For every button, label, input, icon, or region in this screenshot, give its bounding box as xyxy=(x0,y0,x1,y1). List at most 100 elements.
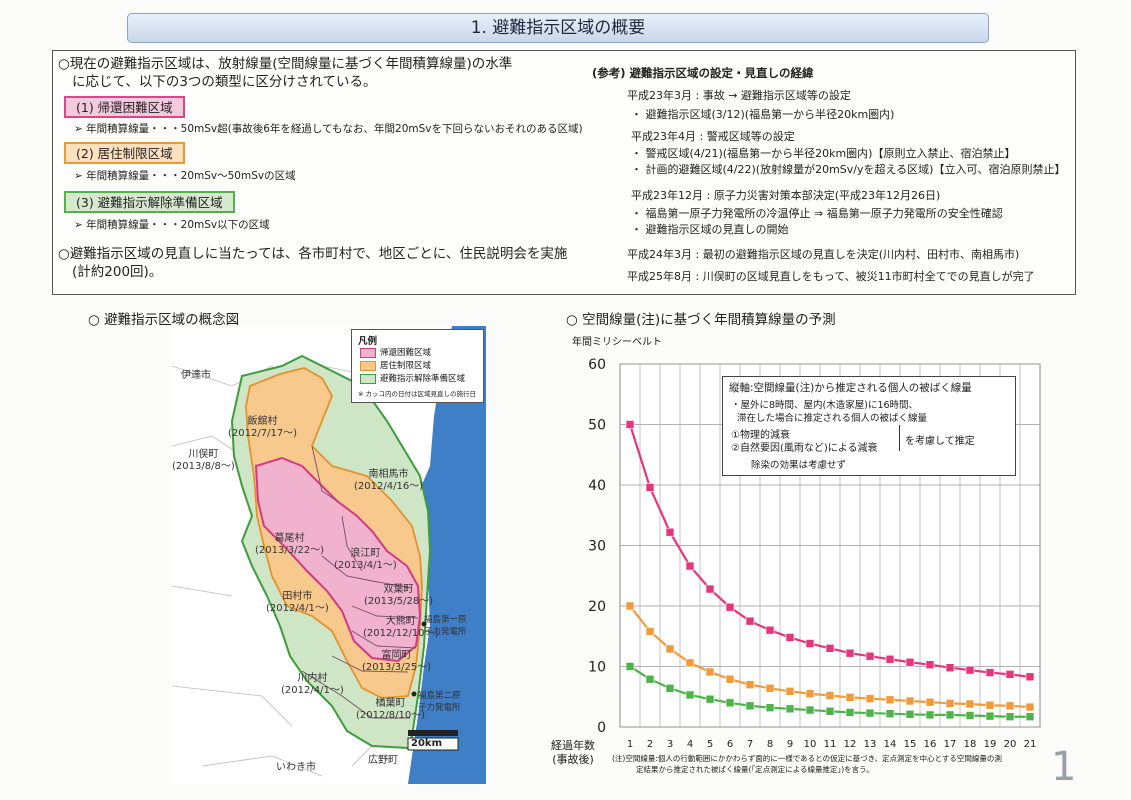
x-tick-label: 6 xyxy=(727,739,733,747)
x-tick-label: 7 xyxy=(747,739,753,747)
map-label-kawauchi: 川内村 (2012/4/1〜) xyxy=(281,673,344,696)
scale-label: 20km xyxy=(411,738,442,749)
category-kyoju-seigen: (2) 居住制限区域 xyxy=(64,142,185,164)
x-tick-label: 15 xyxy=(904,739,917,747)
chart-note-line: 縦軸:空間線量(注)から推定される個人の被ばく線量 xyxy=(729,382,972,394)
x-tick-label: 12 xyxy=(844,739,857,747)
y-tick-label: 0 xyxy=(597,720,606,736)
map-label-minamisoma: 南相馬市 (2012/4/16〜) xyxy=(354,469,424,492)
series-0-point xyxy=(685,561,695,571)
series-2-point xyxy=(825,706,835,716)
reference-line: ・ 福島第一原子力発電所の冷温停止 ⇒ 福島第一原子力発電所の安全性確認 xyxy=(631,207,1003,220)
map-label-date: 伊達市 xyxy=(181,370,211,381)
chart-heading: ○ 空間線量(注)に基づく年間積算線量の予測 xyxy=(566,312,836,328)
series-0-point xyxy=(905,657,915,667)
x-tick-label: 20 xyxy=(1004,739,1017,747)
legend-swatch-pink xyxy=(360,348,376,358)
x-tick-label: 19 xyxy=(984,739,997,747)
map-heading: ○ 避難指示区域の概念図 xyxy=(88,312,240,328)
x-tick-label: 3 xyxy=(667,739,673,747)
series-1-point xyxy=(785,687,795,696)
plant-1-marker xyxy=(421,621,427,627)
chart-note-line: ②自然要因(風雨など)による減衰 xyxy=(731,443,878,454)
reference-heading: (参考) 避難指示区域の設定・見直しの経緯 xyxy=(592,66,814,80)
x-tick-label: 18 xyxy=(964,739,977,747)
series-1-point xyxy=(765,683,775,693)
series-0-point xyxy=(1025,672,1035,682)
summary-para1-line2: に応じて、以下の3つの類型に区分けされている。 xyxy=(72,74,377,90)
x-tick-label: 9 xyxy=(787,739,793,747)
legend-item: 居住制限区域 xyxy=(380,361,432,371)
series-0-point xyxy=(745,616,755,626)
reference-line: ・ 避難指示区域の見直しの開始 xyxy=(631,223,789,236)
series-2-point xyxy=(965,711,975,720)
map-label-namie: 浪江町 (2013/4/1〜) xyxy=(334,548,397,571)
x-tick-label: 11 xyxy=(824,739,837,747)
legend-swatch-orange xyxy=(360,361,376,371)
map-label-tomioka: 富岡町 (2013/3/25〜) xyxy=(362,650,432,673)
map-label-okuma: 大熊町 (2012/12/10〜) xyxy=(363,616,439,639)
series-0-point xyxy=(625,420,635,429)
x-tick-label: 2 xyxy=(647,739,653,747)
series-1-point xyxy=(805,689,815,699)
legend-swatch-green xyxy=(360,374,376,384)
series-1-point xyxy=(885,695,895,705)
series-1-point xyxy=(705,667,715,677)
page-number: 1 xyxy=(1051,744,1077,790)
legend-note: ※ カッコ内の日付は区域見直しの施行日 xyxy=(358,390,477,398)
y-tick-label: 10 xyxy=(588,660,606,676)
sea-area xyxy=(408,326,486,784)
y-tick-label: 50 xyxy=(588,418,606,434)
series-2-point xyxy=(785,704,795,714)
series-1-point xyxy=(825,691,835,700)
map-label-katsurao: 葛尾村 (2013/3/22〜) xyxy=(255,533,325,556)
chart-unit-label: 年間ミリシーベルト xyxy=(572,337,662,348)
chart-note-box: 縦軸:空間線量(注)から推定される個人の被ばく線量 ・屋外に8時間、屋内(木造家… xyxy=(722,376,1016,476)
category-kaijo-junbi: (3) 避難指示解除準備区域 xyxy=(64,191,235,213)
reference-line: 平成23年3月 : 事故 → 避難指示区域等の設定 xyxy=(627,89,851,102)
map-label-plant-1: 福島第一原子力発電所 xyxy=(424,615,467,637)
series-2-point xyxy=(1005,712,1015,722)
series-1-point xyxy=(685,658,695,668)
series-0-point xyxy=(945,663,955,673)
series-0-point xyxy=(805,639,815,648)
reference-line: ・ 警戒区域(4/21)(福島第一から半径20km圏内)【原則立入禁止、宿泊禁止… xyxy=(631,147,1016,160)
series-2-point xyxy=(645,674,655,684)
map-legend: 凡例 帰還困難区域 居住制限区域 避難指示解除準備区域 ※ カッコ内の日付は区域… xyxy=(351,329,484,403)
x-tick-label: 17 xyxy=(944,739,957,747)
map-label-plant-2: 福島第二原子力発電所 xyxy=(418,691,461,713)
reference-line: 平成23年4月 : 警戒区域等の設定 xyxy=(631,130,795,143)
reference-line: ・ 避難指示区域(3/12)(福島第一から半径20km圏内) xyxy=(631,108,895,121)
series-1-point xyxy=(905,696,915,706)
x-tick-label: 4 xyxy=(687,739,693,747)
chart-note-line: を考慮して推定 xyxy=(905,436,975,447)
reference-line: 平成25年8月 : 川俣町の区域見直しをもって、被災11市町村全てでの見直しが完… xyxy=(627,270,1035,283)
series-2-point xyxy=(705,694,715,704)
x-tick-label: 1 xyxy=(627,739,633,747)
series-1-point xyxy=(665,644,675,654)
series-1-point xyxy=(925,697,935,707)
page-title: 1. 避難指示区域の概要 xyxy=(127,13,989,43)
series-0-point xyxy=(865,651,875,661)
map-label-kawamata: 川俣町 (2013/8/8〜) xyxy=(172,449,235,472)
series-1-point xyxy=(1005,701,1015,711)
plant-2-marker xyxy=(411,691,417,697)
series-0-point xyxy=(885,654,895,664)
x-tick-label: 10 xyxy=(804,739,817,747)
series-0-point xyxy=(665,527,675,537)
series-0-point xyxy=(705,584,715,594)
chart-footnote-1: (注)空間線量:個人の行動範囲にかかわらず面的に一様であるとの仮定に基づき、定点… xyxy=(612,754,1002,763)
map-label-iwaki: いわき市 xyxy=(276,762,316,773)
series-0-point xyxy=(845,648,855,658)
chart-note-line: ・屋外に8時間、屋内(木造家屋)に16時間、 xyxy=(731,400,919,411)
summary-para1-line1: ○現在の避難指示区域は、放射線量(空間線量に基づく年間積算線量)の水準 xyxy=(58,56,513,72)
x-tick-label: 16 xyxy=(924,739,937,747)
series-2-point xyxy=(725,698,735,708)
x-tick-label: 5 xyxy=(707,739,713,747)
reference-line: ・ 計画的避難区域(4/22)(放射線量が20mSv/yを超える区域)【立入可、… xyxy=(631,163,1066,176)
chart-note-line: ①物理的減衰 xyxy=(731,430,790,441)
series-2-point xyxy=(625,662,635,671)
chart-footnote-2: 定結果から推定された被ばく線量(「定点測定による線量推定」)を言う。 xyxy=(636,765,874,774)
category-kaijo-junbi-desc: ➢ 年間積算線量・・・20mSv以下の区域 xyxy=(74,219,270,231)
chart-x-label: 経過年数 (事故後) xyxy=(551,739,595,766)
